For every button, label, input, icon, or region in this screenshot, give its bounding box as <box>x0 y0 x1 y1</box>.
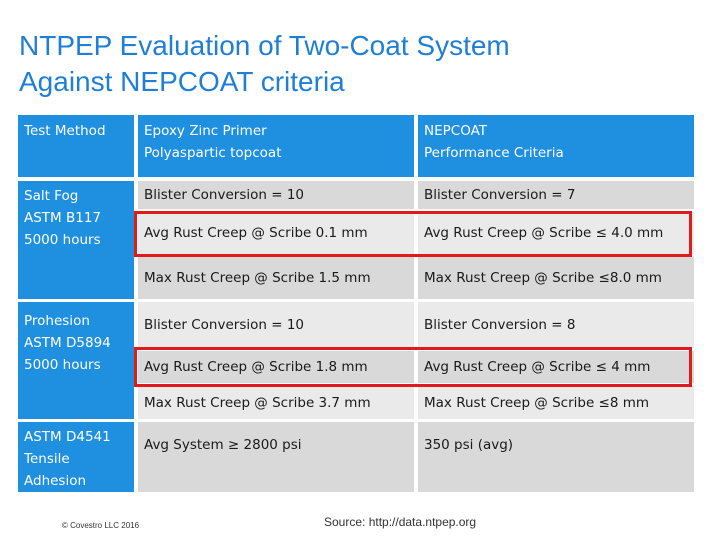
table-cell: Max Rust Creep @ Scribe 3.7 mm <box>138 386 414 419</box>
source-note: Source: http://data.ntpep.org <box>324 515 477 529</box>
method-adhesion-line2: Tensile <box>24 451 70 467</box>
highlight-box-salt-fog <box>134 211 692 257</box>
header-criteria-line2: Performance Criteria <box>424 145 564 161</box>
table-cell: Blister Conversion = 10 <box>138 302 414 348</box>
cell-text: 350 psi (avg) <box>424 437 514 453</box>
header-criteria: NEPCOAT Performance Criteria <box>418 115 694 177</box>
cell-text: Avg System ≥ 2800 psi <box>144 437 302 453</box>
cell-text: Blister Conversion = 8 <box>424 317 576 333</box>
header-test-method-label: Test Method <box>24 123 106 139</box>
table-cell: Avg Rust Creep @ Scribe ≤ 4.0 mm <box>418 212 694 254</box>
slide-title: NTPEP Evaluation of Two-Coat System Agai… <box>19 28 699 100</box>
table-cell: Blister Conversion = 8 <box>418 302 694 348</box>
cell-text: Avg Rust Creep @ Scribe 1.8 mm <box>144 359 368 375</box>
highlight-box-prohesion <box>134 347 692 387</box>
method-salt-fog-line3: 5000 hours <box>24 232 101 248</box>
method-prohesion-line3: 5000 hours <box>24 357 101 373</box>
table-cell: 350 psi (avg) <box>418 422 694 492</box>
method-salt-fog-line1: Salt Fog <box>24 188 79 204</box>
header-system-line2: Polyaspartic topcoat <box>144 145 282 161</box>
cell-text: Max Rust Creep @ Scribe ≤8.0 mm <box>424 270 662 286</box>
cell-text: Blister Conversion = 10 <box>144 317 304 333</box>
cell-text: Avg Rust Creep @ Scribe ≤ 4 mm <box>424 359 651 375</box>
method-prohesion: Prohesion ASTM D5894 5000 hours <box>18 302 134 419</box>
table-cell: Avg Rust Creep @ Scribe 0.1 mm <box>138 212 414 254</box>
table-cell: Max Rust Creep @ Scribe ≤8 mm <box>418 386 694 419</box>
table-cell: Blister Conversion = 7 <box>418 181 694 209</box>
header-system: Epoxy Zinc Primer Polyaspartic topcoat <box>138 115 414 177</box>
cell-text: Avg Rust Creep @ Scribe 0.1 mm <box>144 225 368 241</box>
method-salt-fog-line2: ASTM B117 <box>24 210 102 226</box>
header-test-method: Test Method <box>18 115 134 177</box>
cell-text: Max Rust Creep @ Scribe 1.5 mm <box>144 270 371 286</box>
copyright-note: © Covestro LLC 2016 <box>62 521 140 530</box>
cell-text: Max Rust Creep @ Scribe ≤8 mm <box>424 394 650 411</box>
method-adhesion-line1: ASTM D4541 <box>24 429 111 445</box>
cell-text: Avg Rust Creep @ Scribe ≤ 4.0 mm <box>424 225 664 241</box>
cell-text: Max Rust Creep @ Scribe 3.7 mm <box>144 394 371 411</box>
cell-text: Blister Conversion = 7 <box>424 187 576 203</box>
table-cell: Avg System ≥ 2800 psi <box>138 422 414 492</box>
method-adhesion-line3: Adhesion <box>24 473 87 489</box>
title-line-1: NTPEP Evaluation of Two-Coat System <box>19 30 510 61</box>
title-line-2: Against NEPCOAT criteria <box>19 66 345 97</box>
table-cell: Blister Conversion = 10 <box>138 181 414 209</box>
method-prohesion-line2: ASTM D5894 <box>24 335 111 351</box>
method-adhesion: ASTM D4541 Tensile Adhesion <box>18 422 134 492</box>
table-cell: Avg Rust Creep @ Scribe ≤ 4 mm <box>418 351 694 383</box>
header-criteria-line1: NEPCOAT <box>424 123 488 139</box>
header-system-line1: Epoxy Zinc Primer <box>144 123 267 139</box>
table-cell: Max Rust Creep @ Scribe 1.5 mm <box>138 257 414 299</box>
method-prohesion-line1: Prohesion <box>24 313 90 329</box>
table-cell: Max Rust Creep @ Scribe ≤8.0 mm <box>418 257 694 299</box>
table-cell: Avg Rust Creep @ Scribe 1.8 mm <box>138 351 414 383</box>
method-salt-fog: Salt Fog ASTM B117 5000 hours <box>18 181 134 299</box>
cell-text: Blister Conversion = 10 <box>144 187 304 203</box>
